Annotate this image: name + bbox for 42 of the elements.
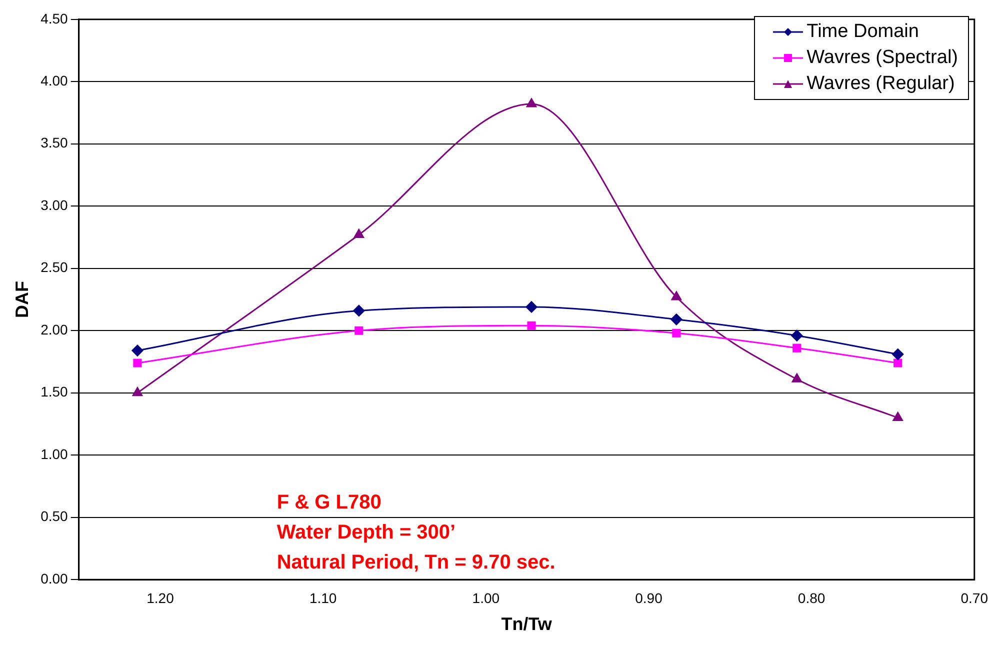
annotation: F & G L780 (276, 491, 382, 514)
point (353, 304, 365, 316)
y-tick-label: 3.50 (40, 134, 68, 151)
y-tick-label: 1.00 (40, 446, 68, 462)
legend-label: Wavres (Spectral) (806, 46, 958, 70)
point (670, 314, 682, 326)
x-axis-title: Tn/Tw (501, 614, 553, 634)
point (132, 344, 144, 356)
point (791, 330, 803, 342)
point (354, 326, 364, 335)
y-tick-label: 3.00 (40, 196, 68, 213)
point (526, 301, 538, 313)
legend-label: Wavres (Regular) (806, 72, 955, 96)
y-tick-label: 1.50 (40, 384, 68, 400)
point (133, 358, 142, 368)
point (892, 412, 903, 422)
point (132, 387, 143, 396)
point (792, 373, 802, 382)
x-tick-label: 1.20 (146, 590, 174, 606)
y-tick-label: 2.00 (40, 321, 68, 338)
point (894, 358, 902, 368)
y-tick-label: 0.50 (40, 508, 68, 524)
x-tick-label: 1.00 (472, 590, 500, 606)
point (526, 98, 537, 108)
x-tick-label: 0.70 (960, 590, 988, 606)
annotation: Natural Period, Tn = 9.70 sec. (276, 551, 556, 574)
x-tick-label: 1.10 (309, 590, 337, 606)
point (354, 229, 364, 238)
y-axis-title: DAF (12, 281, 32, 318)
point (672, 328, 681, 338)
y-tick-label: 0.00 (40, 570, 68, 586)
point (527, 321, 536, 330)
point (792, 344, 802, 352)
y-tick-label: 4.50 (40, 10, 68, 26)
y-tick-label: 4.00 (40, 72, 68, 89)
point (892, 348, 904, 360)
annotation: Water Depth = 300’ (276, 521, 456, 544)
x-tick-label: 0.90 (635, 590, 663, 606)
legend-label: Time Domain (806, 20, 919, 44)
x-tick-label: 0.80 (798, 590, 826, 606)
point (671, 291, 682, 300)
y-tick-label: 2.50 (40, 259, 68, 276)
